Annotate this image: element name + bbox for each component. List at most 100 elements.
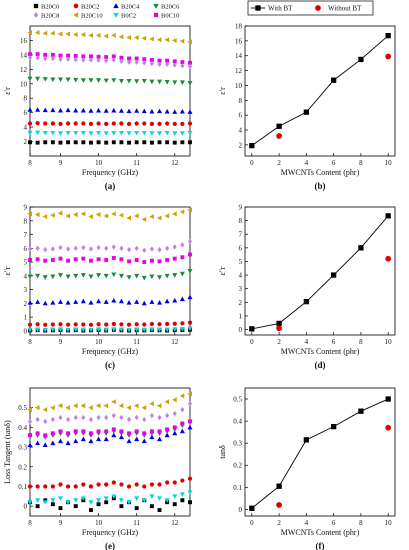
data-point xyxy=(172,410,177,417)
y-axis-label: ε''r xyxy=(218,266,227,275)
data-point xyxy=(134,258,139,262)
y-tick-label: 6 xyxy=(239,244,243,252)
data-point xyxy=(358,408,364,414)
data-point xyxy=(43,433,48,438)
data-point xyxy=(50,416,55,423)
data-point xyxy=(42,327,48,333)
data-point xyxy=(157,414,162,421)
y-tick-label: 4 xyxy=(24,272,28,280)
data-point xyxy=(80,496,86,501)
data-point xyxy=(187,130,193,136)
data-point xyxy=(119,504,124,509)
data-point xyxy=(103,299,109,304)
data-point xyxy=(111,255,116,260)
plot-frame xyxy=(29,387,191,517)
data-point xyxy=(27,29,32,36)
panel-label: (b) xyxy=(315,181,326,191)
data-point xyxy=(149,504,154,509)
data-point xyxy=(35,140,40,145)
data-point xyxy=(88,274,94,280)
data-point xyxy=(58,482,63,487)
x-tick-label: 6 xyxy=(332,519,336,527)
x-tick-label: 9 xyxy=(59,159,63,167)
y-axis-label: Loss Tangent (tanδ) xyxy=(3,420,12,484)
data-point xyxy=(80,107,86,113)
data-point xyxy=(33,3,39,9)
data-point xyxy=(142,431,147,436)
data-point xyxy=(172,62,177,68)
data-point xyxy=(149,429,154,434)
data-point xyxy=(172,430,178,436)
data-point xyxy=(35,55,40,61)
data-point xyxy=(42,300,48,306)
data-point xyxy=(149,321,155,327)
x-tick-label: 4 xyxy=(305,338,309,346)
y-tick-label: 7 xyxy=(239,231,243,239)
data-point xyxy=(111,57,116,63)
data-point xyxy=(73,130,79,136)
x-tick-label: 2 xyxy=(277,338,281,346)
data-point xyxy=(126,215,131,221)
panel-label: (a) xyxy=(105,181,116,191)
y-tick-label: 6 xyxy=(24,109,28,117)
data-point xyxy=(35,322,40,327)
data-point xyxy=(103,403,109,409)
data-point xyxy=(165,427,170,432)
data-point xyxy=(43,55,48,62)
data-point xyxy=(118,130,124,136)
data-point xyxy=(157,108,163,114)
data-point xyxy=(88,108,94,113)
data-point xyxy=(141,108,147,114)
data-point xyxy=(187,121,193,126)
data-point xyxy=(104,140,109,145)
chart-panel: 0 2 4 6 8 10 0 0.1 0.2 0.3 0.4 0.5 MWCNTs Content (p… xyxy=(218,387,396,550)
data-point xyxy=(96,244,101,251)
data-point xyxy=(73,322,78,327)
data-point xyxy=(164,37,170,43)
data-point xyxy=(96,436,102,442)
x-axis-label: MWCNTs Content (phr) xyxy=(281,528,360,537)
data-point xyxy=(104,58,109,64)
data-point xyxy=(249,326,255,332)
data-point xyxy=(96,130,102,136)
data-point xyxy=(164,108,170,114)
data-point xyxy=(35,107,41,112)
data-point xyxy=(157,496,163,501)
data-point xyxy=(134,327,140,333)
data-point xyxy=(172,140,177,145)
plot-frame xyxy=(244,25,396,157)
data-point xyxy=(187,269,193,274)
data-point xyxy=(73,32,78,38)
y-axis-label: ε'r xyxy=(218,87,227,95)
data-point xyxy=(50,300,56,305)
data-point xyxy=(179,131,185,136)
legend-label: With BT xyxy=(268,5,293,13)
data-point xyxy=(81,322,86,327)
y-tick-label: 14 xyxy=(235,52,243,60)
data-point xyxy=(134,108,140,113)
data-point xyxy=(27,484,33,489)
data-point xyxy=(187,39,192,45)
data-point xyxy=(73,438,79,444)
data-point xyxy=(157,300,163,305)
data-point xyxy=(50,484,55,489)
y-tick-label: 2 xyxy=(239,141,243,149)
data-point xyxy=(127,431,131,436)
data-point xyxy=(73,429,78,434)
data-point xyxy=(65,500,71,505)
data-point xyxy=(57,77,63,83)
data-point xyxy=(141,275,147,281)
data-point xyxy=(134,496,140,501)
data-point xyxy=(142,60,147,66)
data-point xyxy=(157,79,163,85)
data-point xyxy=(80,436,86,442)
data-point xyxy=(157,275,163,280)
data-point xyxy=(88,32,93,38)
data-point xyxy=(187,326,193,332)
data-point xyxy=(118,498,124,503)
series-b20c2 xyxy=(27,476,193,489)
series-b20c4 xyxy=(27,107,193,114)
data-point xyxy=(58,256,63,261)
data-point xyxy=(164,298,170,304)
data-point xyxy=(80,78,86,83)
